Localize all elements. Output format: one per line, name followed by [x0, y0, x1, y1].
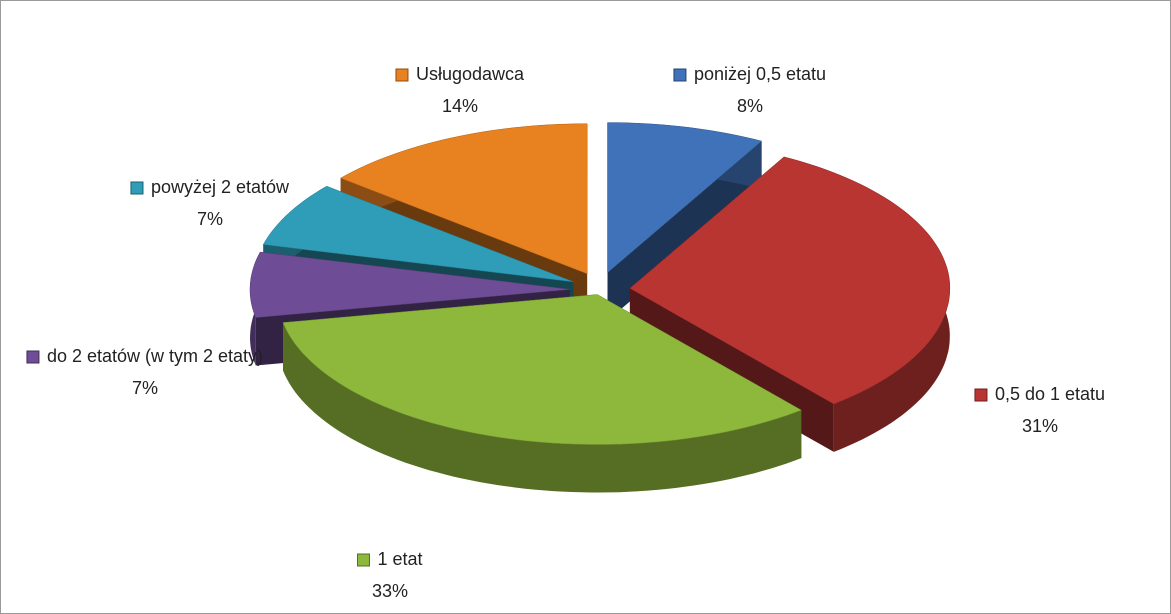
slice-label-value: 31%	[1022, 416, 1058, 436]
slice-label-name: Usługodawca	[416, 64, 525, 84]
slice	[262, 185, 574, 283]
slice	[340, 123, 588, 275]
slice	[607, 122, 763, 274]
slice-label-name: do 2 etatów (w tym 2 etaty)	[47, 346, 263, 366]
slice	[249, 251, 571, 318]
legend-swatch	[356, 553, 370, 567]
slice-label-name: 0,5 do 1 etatu	[995, 384, 1105, 404]
slice	[629, 156, 951, 405]
slice-group	[282, 294, 802, 493]
legend-swatch	[130, 181, 144, 195]
slice-label-name: powyżej 2 etatów	[151, 177, 290, 197]
slice-label-value: 7%	[197, 209, 223, 229]
legend-swatch	[26, 350, 40, 364]
slice-rim	[283, 322, 802, 493]
slice-label-name: poniżej 0,5 etatu	[694, 64, 826, 84]
slice-label-name: 1 etat	[377, 549, 422, 569]
legend-swatch	[974, 388, 988, 402]
slice-label-value: 7%	[132, 378, 158, 398]
slice-label-value: 33%	[372, 581, 408, 601]
slice-label-value: 8%	[737, 96, 763, 116]
legend-swatch	[395, 68, 409, 82]
slice-label-value: 14%	[442, 96, 478, 116]
slice	[282, 294, 802, 445]
legend-swatch	[673, 68, 687, 82]
